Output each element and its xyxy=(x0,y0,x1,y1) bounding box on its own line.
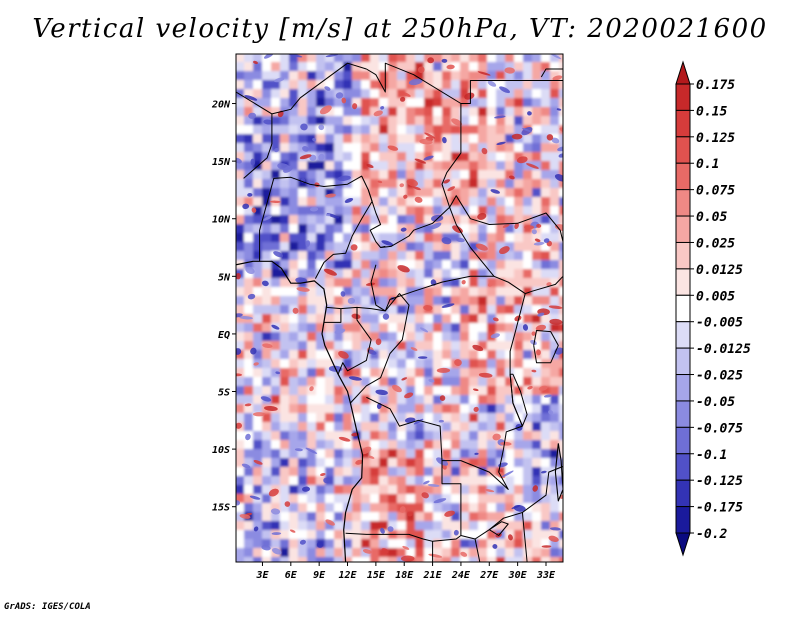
map-title: Vertical velocity [m/s] at 250hPa, VT: 2… xyxy=(32,14,768,44)
colorbar-bin xyxy=(675,294,691,323)
colorbar-bin xyxy=(675,453,691,481)
colorbar-label: 0.075 xyxy=(696,184,735,199)
colorbar-bin xyxy=(675,400,691,428)
colorbar-bin xyxy=(675,347,691,376)
longitude-axis: 3E 6E 9E 12E 15E 18E 21E 24E 27E 30E 33E xyxy=(255,562,556,581)
colorbar-bin xyxy=(675,162,691,191)
lat-tick-label: 15S xyxy=(212,503,230,514)
colorbar-label: -0.125 xyxy=(696,474,743,489)
colorbar-label: -0.005 xyxy=(696,316,743,331)
colorbar-label: 0.15 xyxy=(696,104,727,119)
colorbar-label: -0.175 xyxy=(696,501,743,516)
grads-credit: GrADS: IGES/COLA xyxy=(4,602,91,612)
colorbar-label: -0.075 xyxy=(696,421,743,436)
colorbar-bin xyxy=(675,136,691,164)
lon-tick-label: 33E xyxy=(536,570,556,581)
colorbar-label: 0.1 xyxy=(696,157,719,172)
lon-tick-label: 27E xyxy=(479,570,499,581)
colorbar-bin xyxy=(675,215,691,243)
colorbar-bin xyxy=(675,426,691,455)
lat-tick-label: 10N xyxy=(212,215,231,226)
lon-tick-label: 21E xyxy=(423,570,443,581)
velocity-field xyxy=(236,54,563,562)
lat-tick-label: 15N xyxy=(212,157,231,168)
colorbar-bottom-arrow xyxy=(675,532,691,557)
lat-tick-label: 10S xyxy=(212,445,230,456)
colorbar-label: -0.1 xyxy=(696,448,727,463)
lon-tick-label: 9E xyxy=(313,570,326,581)
colorbar-bin xyxy=(675,321,691,349)
country-borders xyxy=(236,62,563,562)
latitude-axis: 20N 15N 10N 5N EQ 5S 10S 15S xyxy=(211,100,236,514)
colorbar-bin xyxy=(675,109,691,138)
colorbar-label: -0.025 xyxy=(696,369,743,384)
colorbar-label: 0.125 xyxy=(696,131,735,146)
colorbar-label: 0.025 xyxy=(696,236,735,251)
colorbar-bin xyxy=(675,374,691,402)
colorbar-bin xyxy=(675,83,691,111)
lon-tick-label: 18E xyxy=(395,570,414,581)
colorbar-label: -0.2 xyxy=(696,527,727,542)
lon-tick-label: 30E xyxy=(508,570,528,581)
colorbar: 0.175 0.15 0.125 0.1 0.075 0.05 0.025 0.0125 0.0… xyxy=(675,60,751,557)
colorbar-bin xyxy=(675,189,691,217)
colorbar-bin xyxy=(675,506,691,534)
colorbar-bin xyxy=(675,268,691,296)
colorbar-label: 0.0125 xyxy=(696,263,743,278)
lon-tick-label: 6E xyxy=(285,570,298,581)
colorbar-label: 0.005 xyxy=(696,289,735,304)
lat-tick-label: 5S xyxy=(218,388,230,399)
lon-tick-label: 3E xyxy=(255,570,269,581)
lon-tick-label: 15E xyxy=(367,570,386,581)
lat-tick-label: EQ xyxy=(218,330,230,341)
lon-tick-label: 24E xyxy=(451,570,471,581)
colorbar-top-arrow xyxy=(675,60,691,85)
colorbar-label: -0.0125 xyxy=(696,342,751,357)
map-frame xyxy=(235,53,564,563)
lon-tick-label: 12E xyxy=(338,570,357,581)
colorbar-label: -0.05 xyxy=(696,395,735,410)
colorbar-bin xyxy=(675,241,691,270)
colorbar-label: 0.05 xyxy=(696,210,727,225)
lat-tick-label: 20N xyxy=(211,100,231,111)
colorbar-label: 0.175 xyxy=(696,78,735,93)
lat-tick-label: 5N xyxy=(218,272,231,283)
colorbar-bin xyxy=(675,479,691,508)
